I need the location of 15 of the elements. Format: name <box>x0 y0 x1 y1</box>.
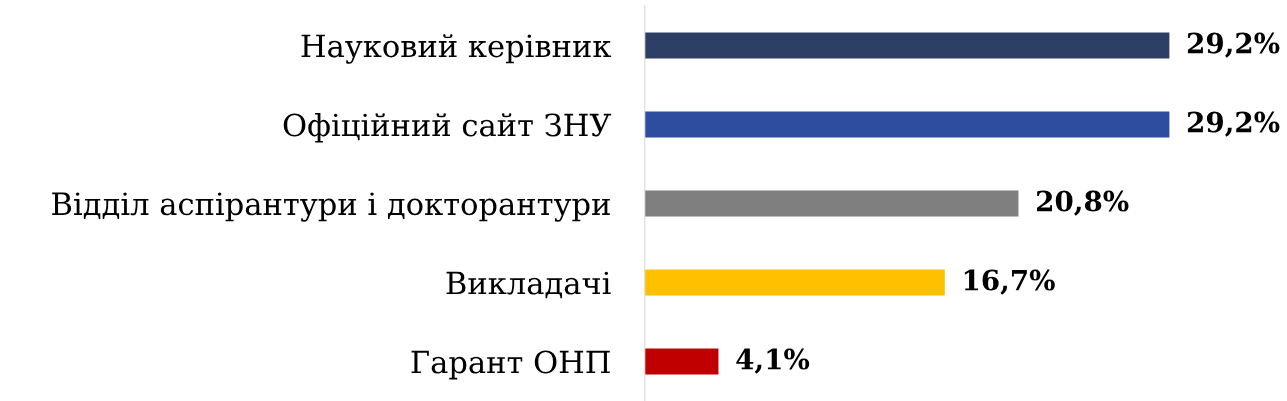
bar <box>644 190 1019 217</box>
bar <box>644 111 1170 138</box>
bar <box>644 269 945 296</box>
data-label: 29,2% <box>1187 111 1280 137</box>
bar <box>644 32 1170 59</box>
y-tick-label: Викладачі <box>446 271 611 299</box>
data-label: 16,7% <box>964 269 1055 295</box>
y-tick-label: Офіційний сайт ЗНУ <box>283 112 612 143</box>
y-tick-label: Відділ аспірантури і докторантури <box>52 192 610 222</box>
y-tick-label: Гарант ОНП <box>411 350 610 380</box>
y-tick-label: Науковий керівник <box>301 34 612 64</box>
data-label: 4,1% <box>736 348 810 374</box>
data-label: 20,8% <box>1037 190 1129 216</box>
data-label: 29,2% <box>1187 32 1280 58</box>
bar <box>644 348 719 375</box>
